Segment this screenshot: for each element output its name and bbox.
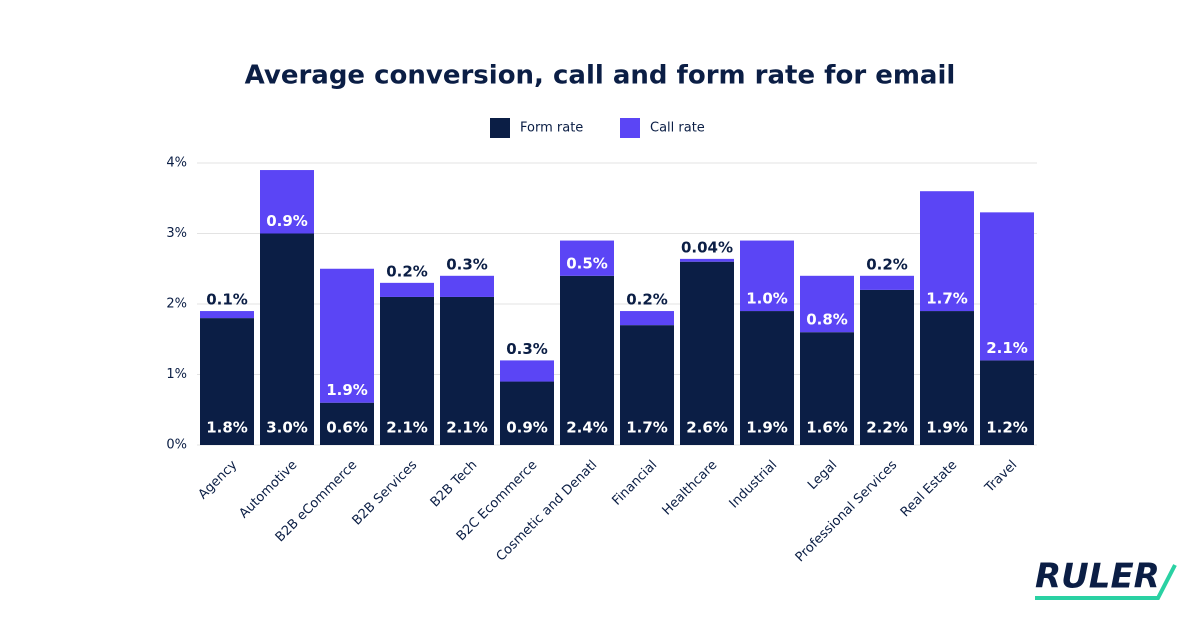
bar-segment: [560, 240, 614, 276]
x-tick-label: Legal: [805, 458, 840, 493]
x-tick-label: Financial: [609, 458, 660, 509]
value-label: 0.3%: [446, 255, 488, 273]
value-label: 1.0%: [746, 290, 788, 308]
bar-segment: [740, 311, 794, 445]
value-label: 1.8%: [206, 419, 248, 437]
y-tick-label: 3%: [166, 226, 187, 241]
bar-segment: [500, 381, 554, 445]
value-label: 1.9%: [926, 419, 968, 437]
value-label: 0.04%: [681, 238, 733, 256]
x-tick-label: B2B Services: [350, 458, 421, 529]
logo: RULER: [1035, 557, 1177, 600]
y-tick-label: 0%: [166, 438, 187, 453]
bar-segment: [380, 296, 434, 445]
value-label: 0.9%: [266, 212, 308, 230]
value-label: 1.9%: [746, 419, 788, 437]
value-label: 2.1%: [446, 419, 488, 437]
value-label: 1.7%: [926, 290, 968, 308]
bar-segment: [740, 240, 794, 312]
legend-swatch: [490, 118, 510, 138]
legend-swatch: [620, 118, 640, 138]
bar-segment: [680, 258, 734, 262]
value-label: 0.6%: [326, 419, 368, 437]
value-label: 2.6%: [686, 419, 728, 437]
value-label: 0.2%: [386, 262, 428, 280]
x-tick-label: Real Estate: [898, 458, 960, 520]
y-tick-label: 4%: [166, 156, 187, 171]
bar-segment: [800, 275, 854, 333]
value-label: 1.7%: [626, 419, 668, 437]
x-tick-label: Agency: [196, 457, 241, 502]
value-label: 0.8%: [806, 311, 848, 329]
x-tick-label: Travel: [982, 458, 1021, 497]
bar-segment: [380, 282, 434, 297]
bar-segment: [500, 360, 554, 382]
bar-segment: [620, 311, 674, 326]
bar-segment: [560, 275, 614, 445]
logo-text: RULER: [1035, 557, 1160, 597]
value-label: 2.2%: [866, 419, 908, 437]
bar-segment: [860, 289, 914, 445]
value-label: 2.1%: [386, 419, 428, 437]
value-label: 0.5%: [566, 254, 608, 272]
bar-segment: [260, 233, 314, 445]
y-tick-label: 2%: [166, 297, 187, 312]
bar-segment: [980, 212, 1034, 361]
legend-label: Form rate: [520, 121, 583, 136]
x-tick-label: Cosmetic and Denatl: [494, 458, 601, 565]
value-label: 2.1%: [986, 339, 1028, 357]
bar-segment: [620, 325, 674, 445]
y-tick-label: 1%: [166, 367, 187, 382]
value-label: 3.0%: [266, 419, 308, 437]
value-label: 0.3%: [506, 340, 548, 358]
bar-segment: [260, 170, 314, 234]
logo-underline: [1035, 564, 1177, 600]
bar-segment: [800, 332, 854, 445]
value-label: 0.2%: [866, 255, 908, 273]
value-label: 2.4%: [566, 419, 608, 437]
x-tick-label: B2B Tech: [428, 458, 481, 511]
value-label: 1.6%: [806, 419, 848, 437]
x-tick-label: Healthcare: [660, 458, 721, 519]
bar-segment: [680, 261, 734, 445]
bar-segment: [200, 318, 254, 445]
legend-label: Call rate: [650, 121, 705, 136]
value-label: 1.2%: [986, 419, 1028, 437]
bar-segment: [440, 296, 494, 445]
bar-segment: [320, 268, 374, 403]
bar-segment: [200, 311, 254, 319]
value-label: 1.9%: [326, 381, 368, 399]
bar-segment: [980, 360, 1034, 445]
value-label: 0.9%: [506, 419, 548, 437]
x-tick-label: Automotive: [237, 458, 301, 522]
bar-segment: [860, 275, 914, 290]
bar-segment: [320, 402, 374, 445]
value-label: 0.1%: [206, 291, 248, 309]
bar-segment: [920, 191, 974, 312]
value-label: 0.2%: [626, 291, 668, 309]
bar-segment: [920, 311, 974, 445]
x-tick-label: Professional Services: [793, 458, 901, 566]
chart-title: Average conversion, call and form rate f…: [245, 61, 956, 91]
x-tick-label: Industrial: [727, 458, 781, 512]
bar-segment: [440, 275, 494, 297]
